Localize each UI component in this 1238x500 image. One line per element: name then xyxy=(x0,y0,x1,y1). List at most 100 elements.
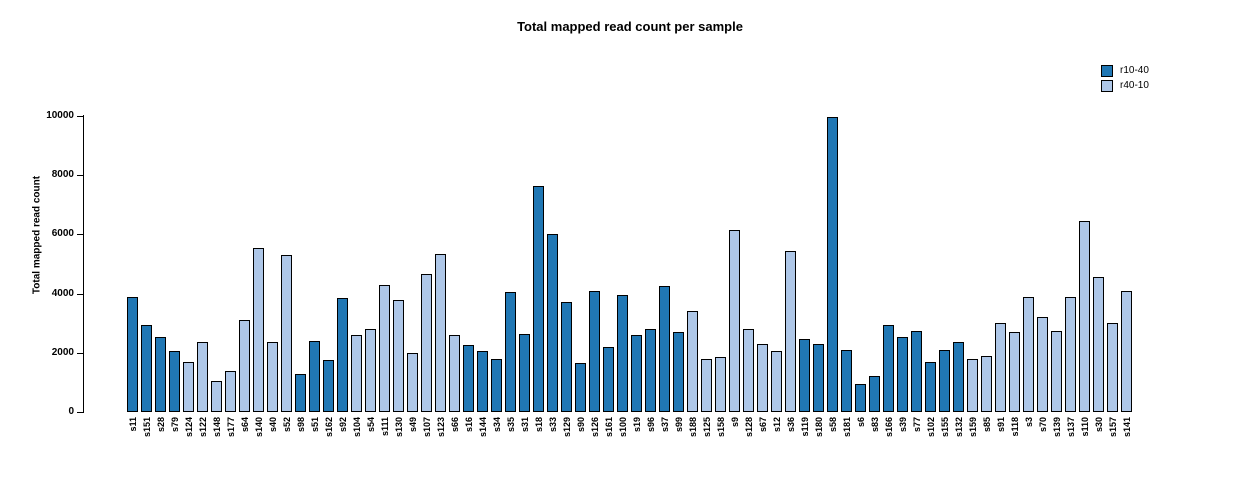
x-label-s34: s34 xyxy=(491,417,502,433)
bar-s96 xyxy=(645,329,656,412)
x-label-s28: s28 xyxy=(155,417,166,433)
x-label-s166: s166 xyxy=(883,417,894,438)
bar-s30 xyxy=(1093,277,1104,412)
y-tick-mark xyxy=(77,116,83,117)
bar-s122 xyxy=(197,342,208,412)
x-label-s125: s125 xyxy=(701,417,712,438)
x-label-s91: s91 xyxy=(995,417,1006,433)
x-label-s11: s11 xyxy=(127,417,138,432)
x-label-s77: s77 xyxy=(911,417,922,433)
bar-s128 xyxy=(743,329,754,412)
y-tick-mark xyxy=(77,294,83,295)
bar-s100 xyxy=(617,295,628,412)
bar-s162 xyxy=(323,360,334,412)
x-label-s157: s157 xyxy=(1107,417,1118,438)
x-label-s139: s139 xyxy=(1051,417,1062,438)
legend-swatch-r10-40 xyxy=(1101,64,1113,77)
bar-s110 xyxy=(1079,221,1090,412)
bar-s137 xyxy=(1065,297,1076,412)
x-label-s66: s66 xyxy=(449,417,460,433)
x-label-s3: s3 xyxy=(1023,417,1034,428)
x-label-s99: s99 xyxy=(673,417,684,433)
bar-s130 xyxy=(393,300,404,412)
x-label-s122: s122 xyxy=(197,417,208,438)
x-label-s30: s30 xyxy=(1093,417,1104,433)
bar-s125 xyxy=(701,359,712,412)
y-tick-mark xyxy=(77,412,83,413)
bar-s139 xyxy=(1051,331,1062,412)
x-label-s64: s64 xyxy=(239,417,250,433)
x-label-s188: s188 xyxy=(687,417,698,438)
bar-s141 xyxy=(1121,291,1132,412)
x-label-s119: s119 xyxy=(799,417,810,437)
legend-item: r40-10 xyxy=(1101,78,1149,93)
bar-s37 xyxy=(659,286,670,412)
bar-s35 xyxy=(505,292,516,412)
x-label-s90: s90 xyxy=(575,417,586,433)
bar-s6 xyxy=(855,384,866,412)
x-label-s104: s104 xyxy=(351,417,362,438)
bar-s132 xyxy=(953,342,964,412)
x-label-s70: s70 xyxy=(1037,417,1048,433)
x-label-s107: s107 xyxy=(421,417,432,438)
bar-s12 xyxy=(771,351,782,412)
bar-s158 xyxy=(715,357,726,412)
bar-s123 xyxy=(435,254,446,412)
bar-s67 xyxy=(757,344,768,412)
x-label-s100: s100 xyxy=(617,417,628,438)
bar-s91 xyxy=(995,323,1006,412)
y-tick-label: 4000 xyxy=(51,288,74,299)
x-label-s37: s37 xyxy=(659,417,670,433)
x-label-s180: s180 xyxy=(813,417,824,438)
bar-s3 xyxy=(1023,297,1034,412)
x-label-s35: s35 xyxy=(505,417,516,433)
x-label-s102: s102 xyxy=(925,417,936,438)
bar-s19 xyxy=(631,335,642,412)
y-tick-label: 6000 xyxy=(51,228,74,239)
bar-s148 xyxy=(211,381,222,412)
x-label-s151: s151 xyxy=(141,417,152,438)
x-label-s155: s155 xyxy=(939,417,950,438)
bar-s144 xyxy=(477,351,488,412)
x-label-s110: s110 xyxy=(1079,417,1090,437)
bar-s188 xyxy=(687,311,698,412)
bar-s64 xyxy=(239,320,250,412)
bar-s36 xyxy=(785,251,796,412)
y-tick-label: 0 xyxy=(68,406,74,417)
bar-s157 xyxy=(1107,323,1118,412)
legend-swatch-r40-10 xyxy=(1101,79,1113,92)
bar-s52 xyxy=(281,255,292,412)
y-tick-label: 10000 xyxy=(46,110,74,121)
x-label-s144: s144 xyxy=(477,417,488,438)
x-label-s137: s137 xyxy=(1065,417,1076,438)
bar-s90 xyxy=(575,363,586,412)
y-tick-mark xyxy=(77,353,83,354)
bar-s40 xyxy=(267,342,278,412)
x-label-s49: s49 xyxy=(407,417,418,433)
x-label-s16: s16 xyxy=(463,417,474,433)
x-label-s40: s40 xyxy=(267,417,278,433)
bar-s66 xyxy=(449,335,460,412)
bar-s39 xyxy=(897,337,908,412)
x-label-s58: s58 xyxy=(827,417,838,433)
x-label-s33: s33 xyxy=(547,417,558,433)
legend-label: r10-40 xyxy=(1120,65,1149,76)
bar-s129 xyxy=(561,302,572,412)
bar-s140 xyxy=(253,248,264,412)
bar-s155 xyxy=(939,350,950,412)
bar-s51 xyxy=(309,341,320,412)
bar-s124 xyxy=(183,362,194,412)
bar-s118 xyxy=(1009,332,1020,412)
x-label-s132: s132 xyxy=(953,417,964,438)
bar-s119 xyxy=(799,339,810,412)
bar-s54 xyxy=(365,329,376,412)
x-label-s130: s130 xyxy=(393,417,404,438)
bar-s34 xyxy=(491,359,502,412)
bar-s111 xyxy=(379,285,390,412)
x-label-s31: s31 xyxy=(519,417,530,433)
x-label-s36: s36 xyxy=(785,417,796,433)
bar-s9 xyxy=(729,230,740,412)
legend: r10-40 r40-10 xyxy=(1101,63,1149,93)
